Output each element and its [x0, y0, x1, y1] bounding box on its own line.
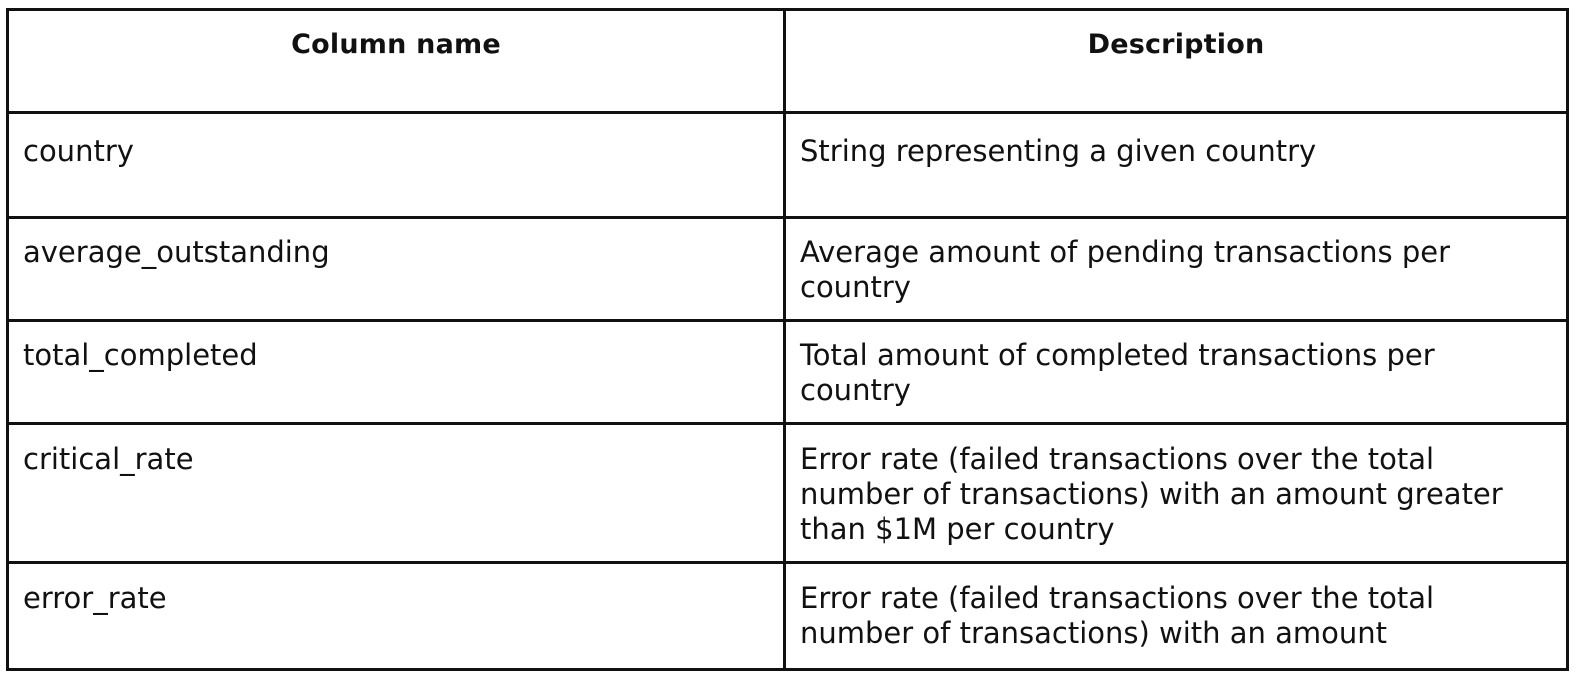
description-cell: Total amount of completed transactions p…	[783, 319, 1569, 425]
description-header: Description	[783, 8, 1569, 114]
table-header-row: Column name Description	[6, 8, 1569, 114]
table-row: average_outstanding Average amount of pe…	[6, 216, 1569, 322]
column-name-header: Column name	[6, 8, 786, 114]
table-row: total_completed Total amount of complete…	[6, 319, 1569, 425]
column-name-cell: critical_rate	[6, 422, 786, 564]
column-name-cell: error_rate	[6, 561, 786, 671]
description-cell: Error rate (failed transactions over the…	[783, 422, 1569, 564]
table-row: critical_rate Error rate (failed transac…	[6, 422, 1569, 564]
column-name-cell: average_outstanding	[6, 216, 786, 322]
description-cell: Average amount of pending transactions p…	[783, 216, 1569, 322]
column-name-cell: country	[6, 111, 786, 219]
table-row: country String representing a given coun…	[6, 111, 1569, 219]
column-description-table: Column name Description country String r…	[6, 8, 1569, 671]
table-row: error_rate Error rate (failed transactio…	[6, 561, 1569, 671]
description-cell: String representing a given country	[783, 111, 1569, 219]
column-name-cell: total_completed	[6, 319, 786, 425]
document-table-container: Column name Description country String r…	[6, 8, 1569, 671]
description-cell: Error rate (failed transactions over the…	[783, 561, 1569, 671]
